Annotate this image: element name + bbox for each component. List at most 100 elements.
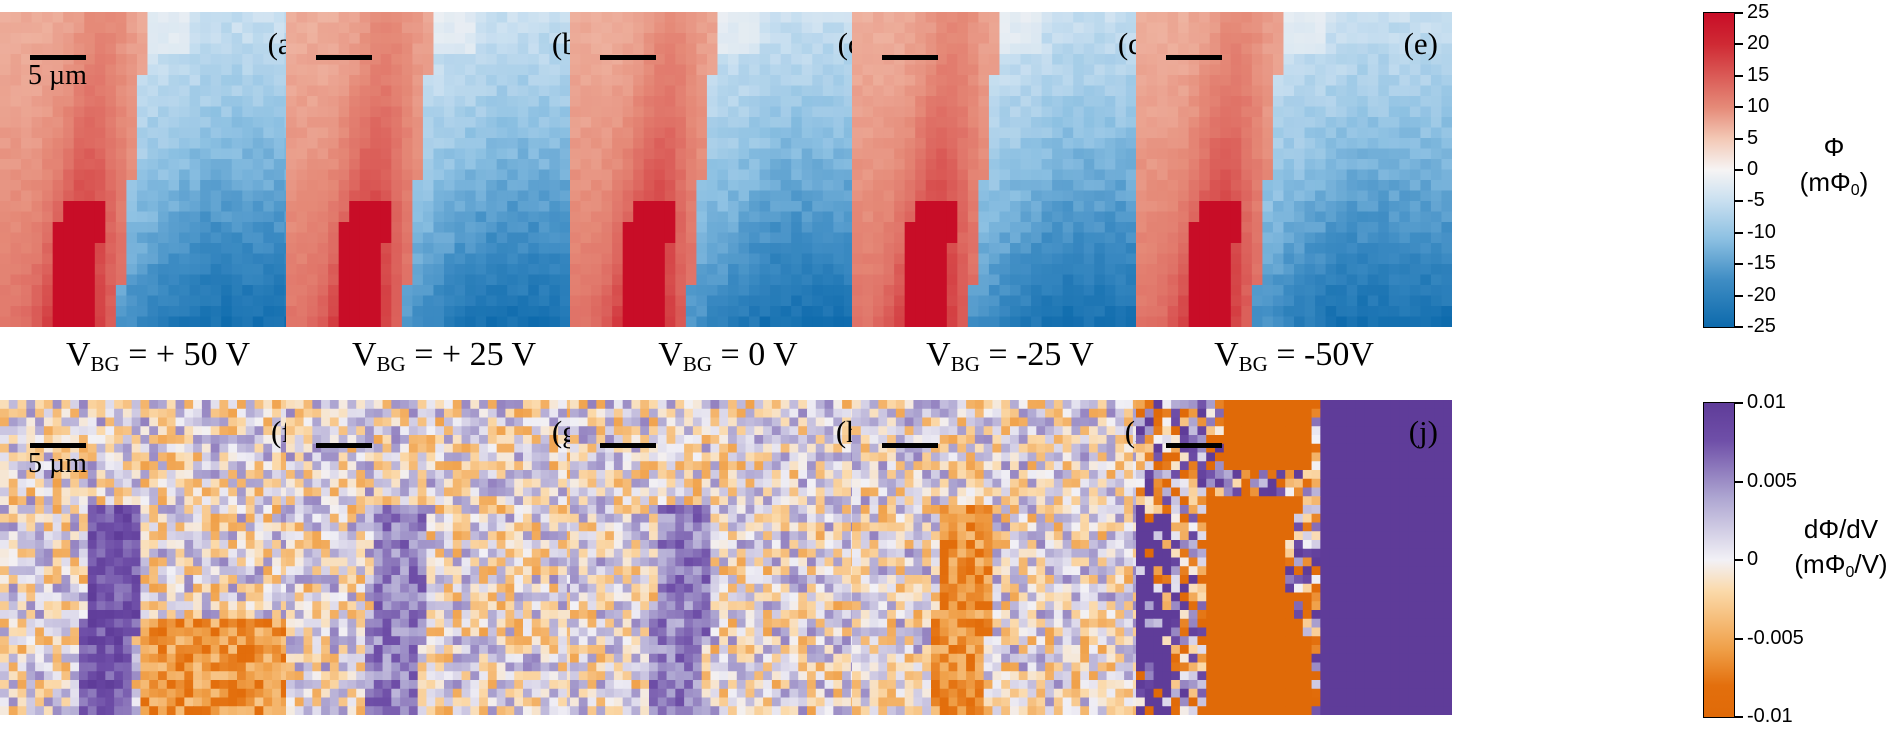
flux-map-pixel [147, 253, 159, 265]
flux-map-image [1136, 12, 1452, 327]
flux-map-pixel [622, 106, 634, 118]
flux-map-pixel [759, 117, 771, 129]
flux-map-pixel [0, 96, 12, 108]
flux-map-pixel [1083, 201, 1095, 213]
flux-map-pixel [643, 243, 655, 255]
flux-map-pixel [391, 201, 403, 213]
flux-map-pixel [1430, 54, 1443, 66]
derivative-map-pixel [79, 417, 89, 427]
flux-map-pixel [168, 64, 180, 76]
flux-map-pixel [1010, 285, 1022, 297]
derivative-map-pixel [61, 478, 71, 489]
flux-map-pixel [349, 222, 361, 234]
flux-map-pixel [73, 274, 85, 286]
flux-map-pixel [957, 22, 969, 34]
flux-map-pixel [675, 222, 687, 234]
flux-map-pixel [94, 180, 106, 192]
flux-map-pixel [422, 232, 435, 244]
flux-map-pixel [738, 96, 750, 108]
flux-map-pixel [0, 64, 12, 76]
flux-map-pixel [221, 306, 233, 318]
flux-map-pixel [1020, 43, 1032, 55]
flux-map-pixel [1294, 96, 1306, 108]
derivative-map-pixel [149, 461, 159, 471]
derivative-map-pixel [122, 478, 133, 489]
flux-map-pixel [862, 106, 874, 118]
flux-map-pixel [422, 64, 435, 76]
flux-map-pixel [1031, 190, 1043, 202]
flux-map-pixel [63, 159, 75, 171]
flux-map-pixel [465, 96, 477, 108]
flux-map-pixel [1104, 64, 1116, 76]
flux-map-pixel [115, 274, 127, 286]
flux-map-pixel [1104, 295, 1116, 307]
flux-map-pixel [1115, 159, 1127, 171]
flux-map-pixel [286, 285, 298, 297]
derivative-map-pixel [158, 478, 168, 489]
flux-map-pixel [1357, 190, 1369, 202]
flux-map-pixel [1010, 169, 1022, 181]
flux-map-pixel [1251, 148, 1263, 160]
flux-map-pixel [1272, 43, 1285, 55]
flux-map-pixel [168, 148, 180, 160]
flux-map-pixel [136, 316, 149, 327]
flux-map-pixel [433, 316, 445, 327]
flux-map-pixel [1094, 43, 1106, 55]
flux-map-pixel [465, 138, 477, 150]
flux-map-pixel [21, 64, 33, 76]
flux-map-pixel [52, 243, 64, 255]
flux-map-pixel [883, 264, 895, 276]
flux-map-pixel [189, 64, 201, 76]
derivative-map-pixel [193, 487, 203, 497]
flux-map-pixel [1010, 64, 1022, 76]
flux-map-pixel [549, 22, 561, 34]
flux-map-pixel [317, 190, 329, 202]
flux-map-pixel [1136, 285, 1148, 297]
derivative-map-pixel [210, 461, 221, 471]
flux-map-pixel [801, 148, 813, 160]
flux-map-pixel [1083, 306, 1095, 318]
flux-map-pixel [317, 295, 329, 307]
flux-map-pixel [1430, 43, 1443, 55]
flux-map-pixel [1178, 190, 1190, 202]
flux-map-pixel [1220, 264, 1232, 276]
flux-map-pixel [1272, 64, 1285, 76]
flux-map-pixel [1294, 117, 1306, 129]
derivative-map-pixel [131, 400, 142, 410]
flux-map-pixel [852, 285, 864, 297]
flux-map-pixel [179, 12, 191, 24]
flux-map-pixel [21, 274, 33, 286]
flux-map-pixel [822, 190, 834, 202]
flux-map-pixel [454, 12, 466, 24]
flux-map-pixel [1399, 12, 1411, 24]
flux-map-pixel [210, 106, 222, 118]
flux-map-pixel [528, 253, 540, 265]
derivative-map-pixel [35, 487, 45, 497]
flux-map-pixel [412, 190, 424, 202]
flux-map-pixel [1262, 54, 1274, 66]
flux-map-pixel [496, 127, 508, 139]
flux-map-pixel [349, 253, 361, 265]
flux-map-pixel [843, 243, 855, 255]
flux-map-pixel [1378, 243, 1390, 255]
flux-map-pixel [1409, 12, 1421, 24]
flux-map-pixel [328, 190, 340, 202]
flux-map-pixel [749, 43, 761, 55]
flux-map-pixel [580, 138, 592, 150]
flux-map-pixel [570, 96, 582, 108]
flux-map-pixel [1020, 54, 1032, 66]
flux-map-pixel [685, 75, 697, 87]
derivative-map-pixel [131, 496, 142, 506]
flux-map-pixel [1010, 316, 1022, 327]
flux-map-pixel [359, 33, 371, 45]
flux-map-pixel [517, 180, 529, 192]
derivative-map-pixel [263, 478, 273, 489]
flux-map-pixel [749, 222, 761, 234]
flux-map-pixel [1294, 316, 1306, 327]
flux-map-pixel [1052, 285, 1064, 297]
flux-map-pixel [359, 295, 371, 307]
flux-map-pixel [999, 54, 1011, 66]
flux-map-pixel [1230, 190, 1242, 202]
flux-map-pixel [1251, 75, 1263, 87]
flux-map-pixel [812, 54, 824, 66]
